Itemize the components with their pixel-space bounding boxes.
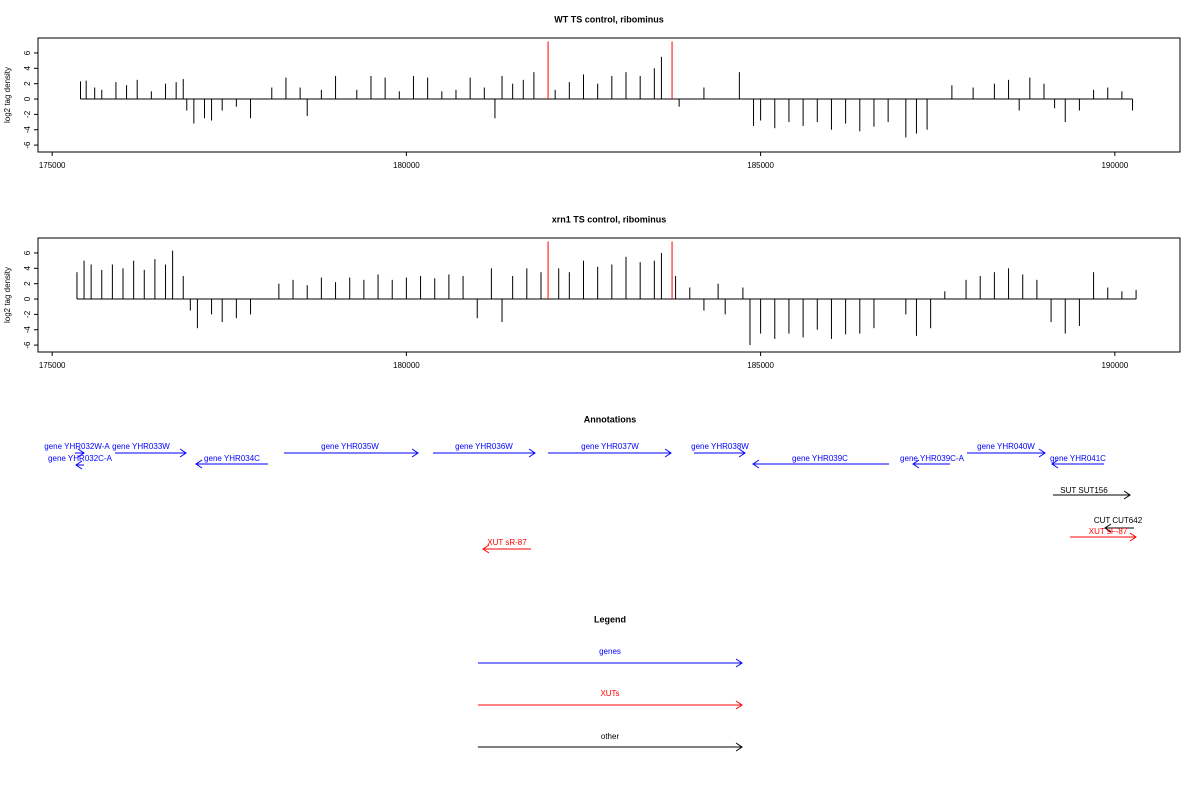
y-tick-label: 0 — [23, 296, 32, 301]
annotation-label: gene YHR037W — [581, 442, 639, 451]
legend-title: Legend — [594, 614, 626, 624]
annotation-arrow-head — [1051, 459, 1059, 469]
annotation-label: gene YHR040W — [977, 442, 1035, 451]
annotation-label: gene YHR033W — [112, 442, 170, 451]
legend-label: XUTs — [600, 689, 619, 698]
y-tick-label: -2 — [23, 110, 32, 118]
annotation-label: gene YHR032C-A — [48, 454, 113, 463]
annotations-title: Annotations — [584, 414, 637, 424]
y-axis-label: log2 tag density — [3, 67, 12, 123]
x-tick-label: 175000 — [39, 161, 66, 170]
x-tick-label: 175000 — [39, 361, 66, 370]
annotation-label: gene YHR034C — [204, 454, 260, 463]
annotation-arrow-head — [528, 448, 536, 458]
annotation-arrow-head — [738, 448, 746, 458]
annotation-arrow-head — [195, 459, 203, 469]
annotation-arrow-head — [664, 448, 672, 458]
annotation-arrow-head — [482, 544, 490, 554]
y-tick-label: -6 — [23, 341, 32, 349]
annotation-label: gene YHR039C — [792, 454, 848, 463]
x-tick-label: 180000 — [393, 161, 420, 170]
annotation-arrow-head — [411, 448, 419, 458]
legend-label: genes — [599, 647, 621, 656]
annotation-label: gene YHR035W — [321, 442, 379, 451]
annotation-label: gene YHR032W-A — [44, 442, 110, 451]
y-tick-label: -6 — [23, 141, 32, 149]
annotation-arrow-head — [912, 459, 920, 469]
annotation-label: XUT sF-87 — [1089, 527, 1128, 536]
annotation-label: gene YHR039C-A — [900, 454, 965, 463]
annotation-label: CUT CUT642 — [1094, 516, 1143, 525]
annotation-arrow-head — [1038, 448, 1046, 458]
annotation-arrow-head — [179, 448, 187, 458]
annotation-label: gene YHR041C — [1050, 454, 1106, 463]
annotation-arrow-head — [1123, 490, 1131, 500]
plot-box — [37, 237, 1181, 353]
x-tick-label: 185000 — [747, 361, 774, 370]
legend-arrow-head — [735, 658, 743, 668]
y-axis-label: log2 tag density — [3, 267, 12, 323]
y-tick-label: -2 — [23, 310, 32, 318]
y-tick-label: 6 — [23, 50, 32, 55]
y-tick-label: -4 — [23, 126, 32, 134]
annotation-arrow-head — [75, 460, 83, 470]
annotation-arrow-head — [1104, 523, 1112, 533]
x-tick-label: 190000 — [1101, 361, 1128, 370]
x-tick-label: 185000 — [747, 161, 774, 170]
plot-box — [37, 37, 1181, 153]
x-tick-label: 180000 — [393, 361, 420, 370]
x-tick-label: 190000 — [1101, 161, 1128, 170]
annotation-arrow-head — [77, 448, 85, 458]
y-tick-label: 0 — [23, 96, 32, 101]
annotation-label: gene YHR036W — [455, 442, 513, 451]
y-tick-label: 4 — [23, 266, 32, 271]
annotation-arrow-head — [752, 459, 760, 469]
chart-title: WT TS control, ribominus — [554, 14, 664, 24]
legend-label: other — [601, 732, 620, 741]
y-tick-label: 4 — [23, 66, 32, 71]
annotation-arrow-head — [1129, 532, 1137, 542]
y-tick-label: 6 — [23, 250, 32, 255]
chart-title: xrn1 TS control, ribominus — [552, 214, 667, 224]
y-tick-label: -4 — [23, 326, 32, 334]
annotation-label: XUT sR-87 — [487, 538, 527, 547]
y-tick-label: 2 — [23, 281, 32, 286]
y-tick-label: 2 — [23, 81, 32, 86]
annotation-label: gene YHR038W — [691, 442, 749, 451]
legend-arrow-head — [735, 742, 743, 752]
annotation-label: SUT SUT156 — [1060, 486, 1108, 495]
legend-arrow-head — [735, 700, 743, 710]
